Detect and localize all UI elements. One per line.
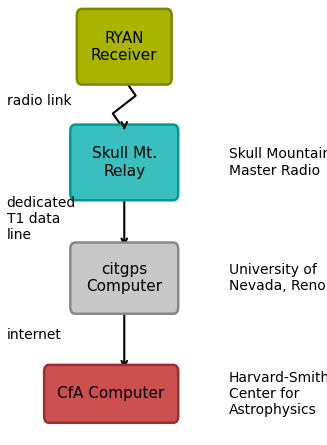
Text: RYAN
Receiver: RYAN Receiver bbox=[91, 31, 158, 63]
Text: dedicated
T1 data
line: dedicated T1 data line bbox=[7, 196, 76, 242]
Text: Harvard-Smithsonian
Center for
Astrophysics: Harvard-Smithsonian Center for Astrophys… bbox=[229, 371, 327, 417]
Text: citgps
Computer: citgps Computer bbox=[86, 262, 162, 294]
FancyBboxPatch shape bbox=[70, 243, 178, 314]
Text: CfA Computer: CfA Computer bbox=[58, 386, 165, 401]
FancyBboxPatch shape bbox=[70, 125, 178, 200]
Text: Skull Mountain
Master Radio: Skull Mountain Master Radio bbox=[229, 147, 327, 178]
Text: radio link: radio link bbox=[7, 94, 71, 108]
Text: University of
Nevada, Reno: University of Nevada, Reno bbox=[229, 263, 326, 293]
Text: Skull Mt.
Relay: Skull Mt. Relay bbox=[92, 146, 157, 178]
Text: internet: internet bbox=[7, 328, 61, 342]
FancyBboxPatch shape bbox=[77, 9, 172, 85]
FancyBboxPatch shape bbox=[44, 365, 178, 423]
